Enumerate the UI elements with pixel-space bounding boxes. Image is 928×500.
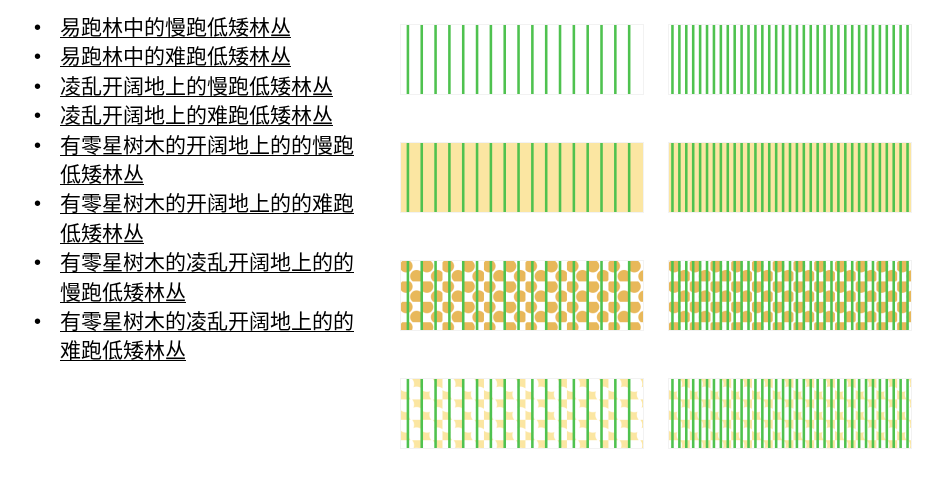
- swatch-2: [400, 142, 644, 213]
- list-item: 有零星树木的凌乱开阔地上的的难跑低矮林丛: [34, 308, 370, 367]
- list-item: 有零星树木的凌乱开阔地上的的慢跑低矮林丛: [34, 249, 370, 308]
- list-item: 易跑林中的难跑低矮林丛: [34, 43, 370, 72]
- swatch-4: [400, 260, 644, 331]
- swatch-1: [668, 24, 912, 95]
- swatch-0: [400, 24, 644, 95]
- list-item: 易跑林中的慢跑低矮林丛: [34, 14, 370, 43]
- list-item: 凌乱开阔地上的慢跑低矮林丛: [34, 73, 370, 102]
- legend-text-column: 易跑林中的慢跑低矮林丛 易跑林中的难跑低矮林丛 凌乱开阔地上的慢跑低矮林丛 凌乱…: [0, 0, 380, 500]
- list-item: 凌乱开阔地上的难跑低矮林丛: [34, 102, 370, 131]
- swatch-grid: [380, 0, 928, 500]
- swatch-3: [668, 142, 912, 213]
- legend-list: 易跑林中的慢跑低矮林丛 易跑林中的难跑低矮林丛 凌乱开阔地上的慢跑低矮林丛 凌乱…: [34, 14, 370, 367]
- list-item: 有零星树木的开阔地上的的难跑低矮林丛: [34, 190, 370, 249]
- list-item: 有零星树木的开阔地上的的慢跑低矮林丛: [34, 132, 370, 191]
- swatch-5: [668, 260, 912, 331]
- swatch-6: [400, 378, 644, 449]
- swatch-7: [668, 378, 912, 449]
